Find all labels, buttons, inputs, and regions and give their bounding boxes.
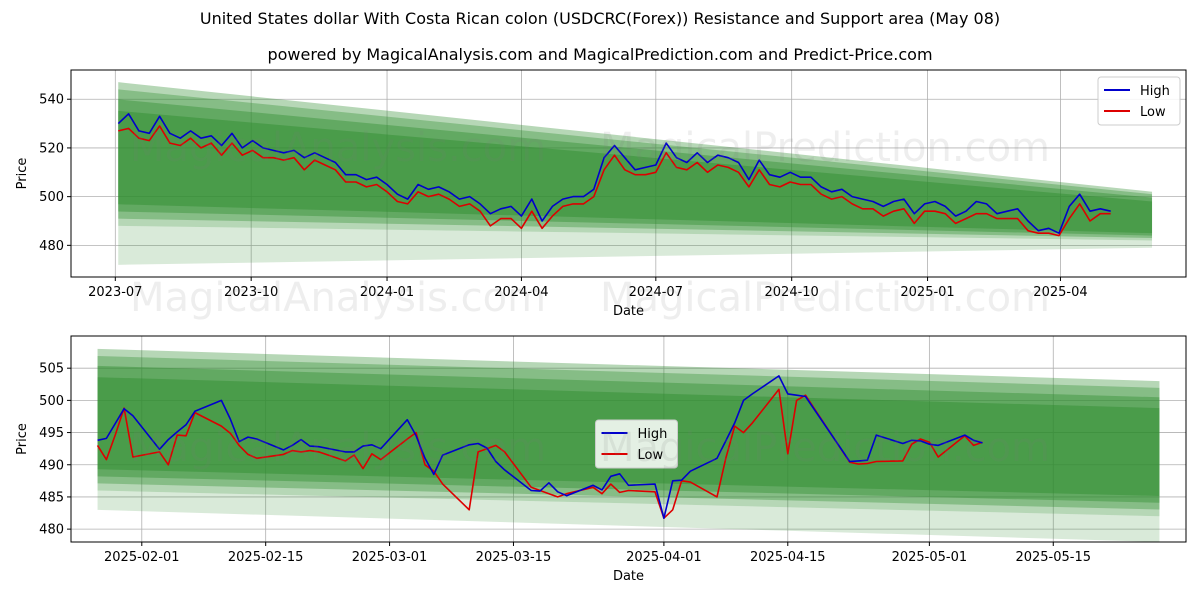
series-high-line-bottom [97, 375, 983, 520]
series-low-line-top [118, 125, 1111, 237]
legend-label-low-top: Low [1140, 105, 1166, 120]
legend-label-high-bottom: High [638, 427, 668, 442]
x-tick-label-bottom: 2025-04-01 [626, 550, 702, 565]
figure-title: United States dollar With Costa Rican co… [199, 9, 1001, 28]
x-tick-label-bottom: 2025-02-01 [104, 550, 180, 565]
series-high-line-top [117, 113, 1111, 234]
axes-frame-top [70, 69, 1187, 278]
x-axis-label-bottom: Date [613, 569, 644, 584]
x-tick-label-bottom: 2025-02-15 [228, 550, 304, 565]
y-axis-label-top: Price [15, 158, 30, 190]
x-tick-label-bottom: 2025-05-01 [892, 550, 968, 565]
axes-frame-bottom [70, 335, 1187, 543]
panel-bottom: 2025-02-01 2025-02-15 2025-03-01 2025-03-15… [15, 335, 1187, 584]
y-tick-label-top: 500 [39, 190, 64, 205]
x-axis-label-top: Date [613, 304, 644, 319]
y-tick-label-bottom: 490 [39, 458, 64, 473]
y-tick-label-bottom: 480 [39, 523, 64, 538]
legend-label-low-bottom: Low [638, 448, 664, 463]
figure-subtitle: powered by MagicalAnalysis.com and Magic… [267, 45, 933, 64]
y-tick-label-top: 520 [39, 141, 64, 156]
legend-label-high-top: High [1140, 84, 1170, 99]
resistance-support-band-top [118, 110, 1153, 234]
x-tick-label-top: 2024-04 [494, 285, 548, 300]
y-tick-label-bottom: 500 [39, 394, 64, 409]
x-tick-label-top: 2025-04 [1033, 285, 1087, 300]
y-tick-label-bottom: 505 [39, 362, 64, 377]
x-tick-label-top: 2024-07 [629, 285, 683, 300]
support-fade-band-bottom [97, 490, 1160, 542]
x-tick-label-top: 2023-07 [88, 285, 142, 300]
x-tick-label-bottom: 2025-04-15 [750, 550, 826, 565]
legend-bottom: High Low [595, 419, 678, 469]
y-tick-label-bottom: 495 [39, 426, 64, 441]
y-axis-label-bottom: Price [15, 423, 30, 455]
support-fade-band-top [118, 225, 1153, 265]
legend-top: High Low [1097, 76, 1181, 126]
x-tick-label-top: 2024-01 [360, 285, 414, 300]
x-tick-label-bottom: 2025-03-01 [352, 550, 428, 565]
y-tick-label-top: 540 [39, 93, 64, 108]
x-tick-label-top: 2025-01 [900, 285, 954, 300]
x-tick-label-top: 2023-10 [224, 285, 278, 300]
x-tick-label-bottom: 2025-05-15 [1015, 550, 1091, 565]
y-tick-label-top: 480 [39, 239, 64, 254]
x-tick-label-bottom: 2025-03-15 [476, 550, 552, 565]
x-tick-label-top: 2024-10 [765, 285, 819, 300]
y-tick-label-bottom: 485 [39, 490, 64, 505]
panel-top: 2023-07 2023-10 2024-01 2024-04 2024-07 2024-… [15, 69, 1187, 319]
